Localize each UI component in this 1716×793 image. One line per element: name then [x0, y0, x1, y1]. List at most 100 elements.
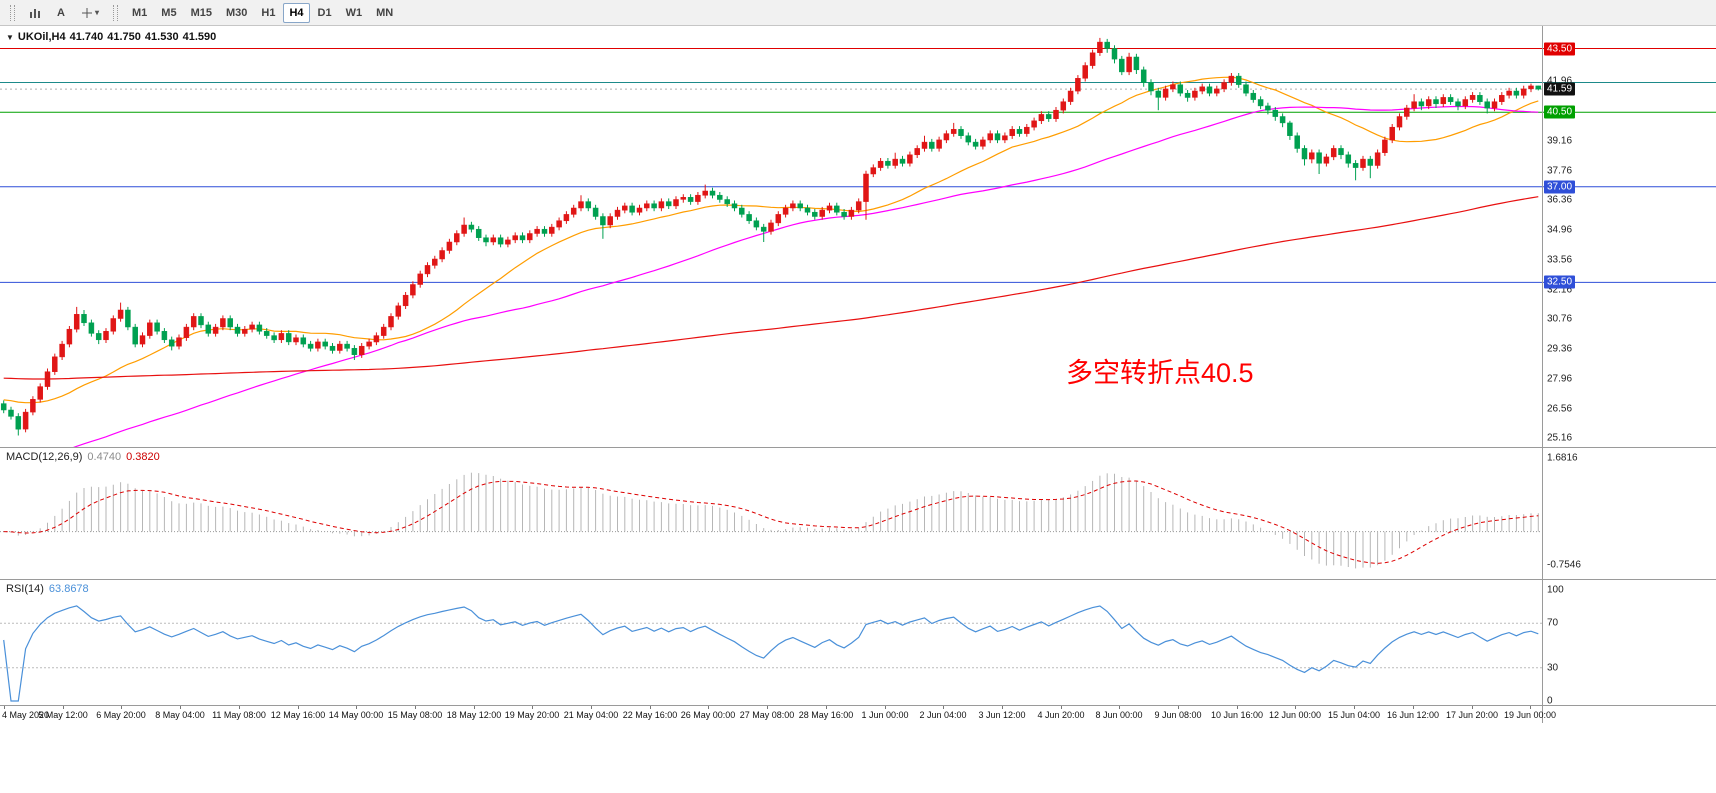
ma-mid-magenta-line — [73, 105, 1539, 447]
price-line-tag: 32.50 — [1544, 275, 1576, 289]
rsi-panel-canvas[interactable] — [0, 580, 1716, 705]
macd-signal-line — [3, 480, 1539, 564]
macd-name: MACD(12,26,9) — [6, 451, 83, 463]
time-axis-tick — [1061, 706, 1062, 709]
toolbar-grip[interactable] — [10, 4, 15, 21]
time-axis-label: 15 Jun 04:00 — [1327, 710, 1381, 720]
quote-open: 41.740 — [69, 31, 104, 43]
rsi-axis-label: 100 — [1547, 584, 1564, 596]
timeframe-m15-button[interactable]: M15 — [185, 3, 218, 23]
candles-layer — [0, 37, 1542, 436]
price-line-tag: 43.50 — [1544, 42, 1576, 56]
crosshair-icon — [82, 7, 92, 18]
price-axis-label: 26.56 — [1547, 403, 1573, 415]
timeframe-m30-button[interactable]: M30 — [220, 3, 253, 23]
main-chart-canvas[interactable] — [0, 26, 1716, 447]
time-axis-tick — [1119, 706, 1120, 709]
price-axis-label: 39.16 — [1547, 135, 1573, 147]
timeframe-m5-button[interactable]: M5 — [155, 3, 182, 23]
rsi-indicator-label: RSI(14) 63.8678 — [6, 583, 89, 595]
quote-line: ▼ UKOil,H4 41.740 41.750 41.530 41.590 — [6, 31, 220, 43]
price-line-tag: 40.50 — [1544, 105, 1576, 119]
bar-chart-icon — [30, 8, 40, 18]
symbol-timeframe-label: UKOil,H4 — [17, 31, 66, 43]
time-axis-tick — [1178, 706, 1179, 709]
price-axis-label: 34.96 — [1547, 224, 1573, 236]
timeframe-m1-button[interactable]: M1 — [126, 3, 153, 23]
time-axis-label: 5 May 12:00 — [38, 710, 88, 720]
macd-separator[interactable] — [0, 447, 1716, 448]
price-axis-label: 25.16 — [1547, 432, 1573, 444]
time-axis-label: 6 May 20:00 — [96, 710, 146, 720]
collapse-quote-icon[interactable]: ▼ — [6, 33, 14, 42]
time-axis-label: 2 Jun 04:00 — [919, 710, 967, 720]
timeframe-mn-button[interactable]: MN — [370, 3, 399, 23]
price-axis[interactable]: 41.9640.5639.1637.7636.3634.9633.5632.16… — [1543, 26, 1716, 723]
time-axis-tick — [650, 706, 651, 709]
time-axis-tick — [826, 706, 827, 709]
time-axis-label: 21 May 04:00 — [563, 710, 619, 720]
time-axis-separator[interactable] — [0, 705, 1716, 706]
time-axis-label: 15 May 08:00 — [387, 710, 443, 720]
quote-close: 41.590 — [182, 31, 217, 43]
price-axis-label: 37.76 — [1547, 165, 1573, 177]
time-axis-tick — [1002, 706, 1003, 709]
time-axis-label: 4 May 2020 — [2, 710, 50, 720]
rsi-axis-label: 30 — [1547, 662, 1559, 674]
rsi-line — [3, 605, 1539, 702]
time-axis-tick — [1354, 706, 1355, 709]
text-tool-button[interactable]: A — [49, 3, 73, 23]
time-axis-tick — [1295, 706, 1296, 709]
price-axis-label: 29.36 — [1547, 343, 1573, 355]
timeframe-h1-button[interactable]: H1 — [255, 3, 281, 23]
time-axis-label: 9 Jun 08:00 — [1154, 710, 1202, 720]
time-axis-tick — [1530, 706, 1531, 709]
timeframe-w1-button[interactable]: W1 — [340, 3, 369, 23]
toolbar: A ▾ M1 M5 M15 M30 H1 H4 D1 W1 MN — [0, 0, 1716, 26]
time-axis[interactable]: 4 May 2020 5 May 12:00 6 May 20:00 8 May 04… — [0, 706, 1716, 723]
time-axis-tick — [885, 706, 886, 709]
time-axis-tick — [356, 706, 357, 709]
macd-indicator-label: MACD(12,26,9) 0.4740 0.3820 — [6, 451, 160, 463]
price-line-tag: 37.00 — [1544, 180, 1576, 194]
time-axis-tick — [1472, 706, 1473, 709]
time-axis-label: 19 Jun 00:00 — [1503, 710, 1557, 720]
time-axis-label: 28 May 16:00 — [798, 710, 854, 720]
time-axis-tick — [591, 706, 592, 709]
price-axis-label: 33.56 — [1547, 254, 1573, 266]
chart-annotation-text[interactable]: 多空转折点40.5 — [1066, 358, 1254, 388]
time-axis-label: 27 May 08:00 — [739, 710, 795, 720]
macd-panel-canvas[interactable] — [0, 448, 1716, 579]
rsi-axis-label: 0 — [1547, 695, 1553, 707]
text-tool-label: A — [57, 6, 65, 19]
time-axis-label: 10 Jun 16:00 — [1210, 710, 1264, 720]
timeframe-d1-button[interactable]: D1 — [312, 3, 338, 23]
price-axis-separator — [1542, 26, 1543, 723]
macd-signal-value: 0.3820 — [126, 451, 160, 463]
price-axis-label: 30.76 — [1547, 313, 1573, 325]
dropdown-caret-icon: ▾ — [95, 8, 100, 17]
macd-histogram — [10, 472, 1539, 569]
time-axis-tick — [180, 706, 181, 709]
toolbar-grip-2[interactable] — [113, 4, 119, 21]
time-axis-tick — [298, 706, 299, 709]
rsi-value: 63.8678 — [48, 583, 89, 595]
time-axis-tick — [532, 706, 533, 709]
time-axis-tick — [474, 706, 475, 709]
timeframe-h4-button[interactable]: H4 — [283, 2, 310, 23]
cursor-tool-button[interactable]: ▾ — [75, 3, 105, 23]
time-axis-tick — [4, 706, 5, 709]
rsi-axis-label: 70 — [1547, 617, 1559, 629]
ma-slow-red-line — [3, 196, 1539, 380]
time-axis-label: 1 Jun 00:00 — [861, 710, 909, 720]
current-price-tag: 41.59 — [1544, 82, 1576, 96]
time-axis-label: 17 Jun 20:00 — [1445, 710, 1499, 720]
quote-high: 41.750 — [107, 31, 141, 43]
macd-axis-label: -0.7546 — [1547, 559, 1581, 571]
time-axis-tick — [1237, 706, 1238, 709]
bar-chart-icon-button[interactable] — [23, 3, 47, 23]
time-axis-tick — [943, 706, 944, 709]
horizontal-lines-layer[interactable] — [0, 48, 1716, 283]
rsi-separator[interactable] — [0, 579, 1716, 580]
